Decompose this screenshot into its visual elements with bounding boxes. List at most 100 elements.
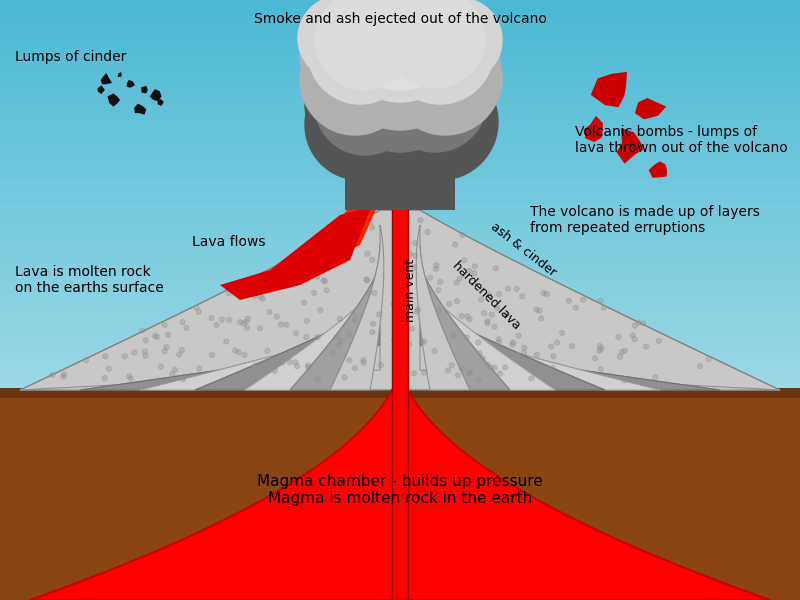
Circle shape: [598, 299, 603, 304]
Polygon shape: [80, 325, 380, 390]
Circle shape: [345, 0, 455, 87]
Bar: [0, 198, 800, 204]
Circle shape: [337, 22, 433, 118]
Bar: [0, 480, 800, 486]
Circle shape: [342, 259, 346, 264]
Circle shape: [164, 344, 169, 350]
Circle shape: [224, 339, 229, 344]
Bar: [0, 54, 800, 60]
Circle shape: [476, 377, 482, 382]
Circle shape: [372, 0, 468, 70]
Bar: [0, 486, 800, 492]
Circle shape: [602, 305, 606, 310]
Circle shape: [465, 314, 470, 319]
Polygon shape: [158, 99, 164, 106]
Circle shape: [495, 306, 500, 311]
Circle shape: [338, 316, 342, 322]
Circle shape: [50, 373, 55, 377]
Circle shape: [84, 358, 89, 362]
Circle shape: [278, 322, 283, 327]
Circle shape: [180, 377, 186, 382]
Circle shape: [593, 356, 598, 361]
Circle shape: [414, 309, 419, 314]
Bar: [0, 246, 800, 252]
Bar: [0, 552, 800, 558]
Text: Lava is molten rock
on the earths surface: Lava is molten rock on the earths surfac…: [15, 265, 164, 295]
Circle shape: [385, 0, 485, 88]
Circle shape: [214, 322, 219, 328]
Circle shape: [280, 360, 285, 365]
Circle shape: [413, 241, 418, 245]
Circle shape: [454, 299, 459, 304]
Circle shape: [510, 342, 515, 347]
Circle shape: [244, 319, 249, 324]
Circle shape: [570, 344, 574, 349]
Polygon shape: [126, 80, 135, 88]
Circle shape: [387, 0, 473, 71]
Text: Lumps of cinder: Lumps of cinder: [15, 50, 126, 64]
Circle shape: [403, 339, 408, 344]
Circle shape: [395, 330, 401, 335]
Bar: [0, 498, 800, 504]
Bar: [0, 132, 800, 138]
Circle shape: [453, 242, 458, 247]
Circle shape: [265, 348, 270, 353]
Circle shape: [354, 235, 359, 239]
Circle shape: [504, 312, 509, 317]
Circle shape: [245, 325, 250, 330]
Polygon shape: [195, 285, 380, 390]
Bar: [0, 402, 800, 408]
Bar: [0, 546, 800, 552]
Bar: [0, 588, 800, 594]
Circle shape: [287, 359, 292, 365]
Circle shape: [129, 376, 134, 381]
Circle shape: [162, 349, 167, 354]
Text: ash & cinder: ash & cinder: [488, 221, 558, 280]
Polygon shape: [420, 305, 660, 390]
Bar: [0, 78, 800, 84]
Bar: [0, 0, 800, 6]
Circle shape: [402, 245, 406, 250]
Polygon shape: [330, 225, 384, 390]
Bar: [0, 414, 800, 420]
Circle shape: [436, 287, 441, 293]
Bar: [0, 180, 800, 186]
Circle shape: [370, 321, 376, 326]
Bar: [0, 312, 800, 318]
Polygon shape: [416, 225, 470, 390]
Circle shape: [538, 316, 544, 321]
Bar: [0, 18, 800, 24]
Circle shape: [184, 325, 189, 331]
Circle shape: [375, 0, 475, 92]
Circle shape: [400, 240, 405, 245]
Polygon shape: [245, 265, 380, 390]
Circle shape: [529, 376, 534, 381]
Circle shape: [438, 280, 442, 284]
Circle shape: [633, 323, 638, 328]
Circle shape: [274, 314, 279, 319]
Circle shape: [392, 325, 397, 330]
Bar: [0, 60, 800, 66]
Circle shape: [284, 322, 289, 327]
Circle shape: [698, 364, 702, 369]
Bar: [0, 378, 800, 384]
Circle shape: [370, 35, 470, 135]
Polygon shape: [20, 345, 380, 390]
Circle shape: [446, 368, 450, 373]
Circle shape: [551, 354, 556, 359]
Circle shape: [522, 350, 526, 356]
Circle shape: [339, 234, 344, 239]
Circle shape: [306, 247, 311, 252]
Bar: [0, 388, 800, 398]
Circle shape: [298, 0, 382, 80]
Polygon shape: [420, 325, 720, 390]
Circle shape: [263, 361, 268, 365]
Polygon shape: [30, 390, 770, 600]
Circle shape: [566, 298, 571, 303]
Circle shape: [241, 321, 246, 326]
Bar: [0, 108, 800, 114]
Circle shape: [598, 344, 602, 349]
Bar: [0, 138, 800, 144]
Bar: [0, 192, 800, 198]
Circle shape: [277, 357, 282, 362]
